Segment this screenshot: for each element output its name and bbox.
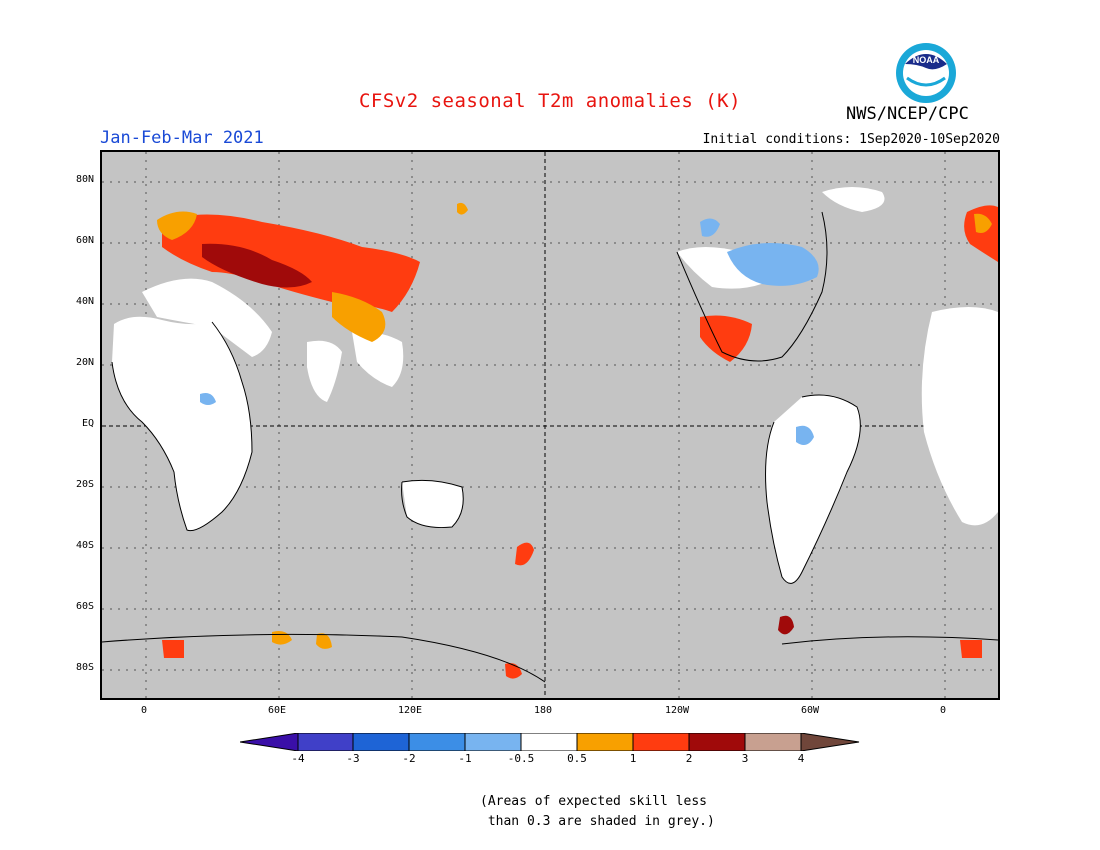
lon-label-120w: 120W bbox=[664, 705, 690, 716]
anomaly-map bbox=[100, 150, 1000, 700]
lon-label-0-east: 0 bbox=[939, 705, 947, 716]
colorbar-swatch-10 bbox=[800, 732, 860, 752]
colorbar-tick-7: 2 bbox=[685, 752, 693, 765]
noaa-logo: NOAA bbox=[895, 42, 957, 104]
lat-label-80n: 80N bbox=[75, 174, 94, 185]
colorbar-swatch-4 bbox=[464, 732, 522, 752]
lat-label-20s: 20S bbox=[75, 479, 94, 490]
lon-label-180: 180 bbox=[533, 705, 553, 716]
organization-label: NWS/NCEP/CPC bbox=[846, 104, 969, 124]
colorbar-tick-8: 3 bbox=[741, 752, 749, 765]
initial-conditions: Initial conditions: 1Sep2020-10Sep2020 bbox=[702, 132, 1000, 147]
colorbar-tick-5: 0.5 bbox=[567, 752, 587, 765]
lon-label-0: 0 bbox=[140, 705, 148, 716]
colorbar-swatch-1 bbox=[297, 732, 354, 752]
cool-anomalies bbox=[200, 218, 819, 446]
colorbar-tick-1: -3 bbox=[346, 752, 360, 765]
lat-label-20n: 20N bbox=[75, 357, 94, 368]
lat-label-60n: 60N bbox=[75, 235, 94, 246]
forecast-period: Jan-Feb-Mar 2021 bbox=[100, 128, 264, 148]
warm-anomalies bbox=[157, 202, 998, 679]
colorbar-swatch-3 bbox=[408, 732, 466, 752]
colorbar-tick-0: -4 bbox=[291, 752, 305, 765]
lat-label-80s: 80S bbox=[75, 662, 94, 673]
lat-label-40n: 40N bbox=[75, 296, 94, 307]
colorbar-tick-2: -2 bbox=[402, 752, 416, 765]
eurasia-africa-land bbox=[112, 187, 998, 584]
lat-label-60s: 60S bbox=[75, 601, 94, 612]
lat-label-eq: EQ bbox=[81, 418, 94, 429]
lat-label-40s: 40S bbox=[75, 540, 94, 551]
colorbar-swatch-5 bbox=[520, 732, 578, 752]
colorbar-tick-6: 1 bbox=[629, 752, 637, 765]
colorbar-swatch-6 bbox=[576, 732, 634, 752]
colorbar-swatch-8 bbox=[688, 732, 746, 752]
colorbar bbox=[239, 732, 860, 755]
logo-text: NOAA bbox=[913, 55, 940, 65]
lon-label-60e: 60E bbox=[267, 705, 287, 716]
coastlines bbox=[102, 211, 998, 683]
colorbar-tick-3: -1 bbox=[458, 752, 472, 765]
colorbar-swatch-9 bbox=[744, 732, 802, 752]
page-title: CFSv2 seasonal T2m anomalies (K) bbox=[358, 90, 742, 112]
skill-note: (Areas of expected skill less than 0.3 a… bbox=[480, 794, 715, 829]
lon-label-60w: 60W bbox=[800, 705, 820, 716]
colorbar-swatch-2 bbox=[352, 732, 410, 752]
colorbar-tick-4: -0.5 bbox=[507, 752, 535, 765]
colorbar-swatch-0 bbox=[239, 732, 299, 752]
lon-label-120e: 120E bbox=[397, 705, 423, 716]
colorbar-tick-9: 4 bbox=[797, 752, 805, 765]
colorbar-swatch-7 bbox=[632, 732, 690, 752]
